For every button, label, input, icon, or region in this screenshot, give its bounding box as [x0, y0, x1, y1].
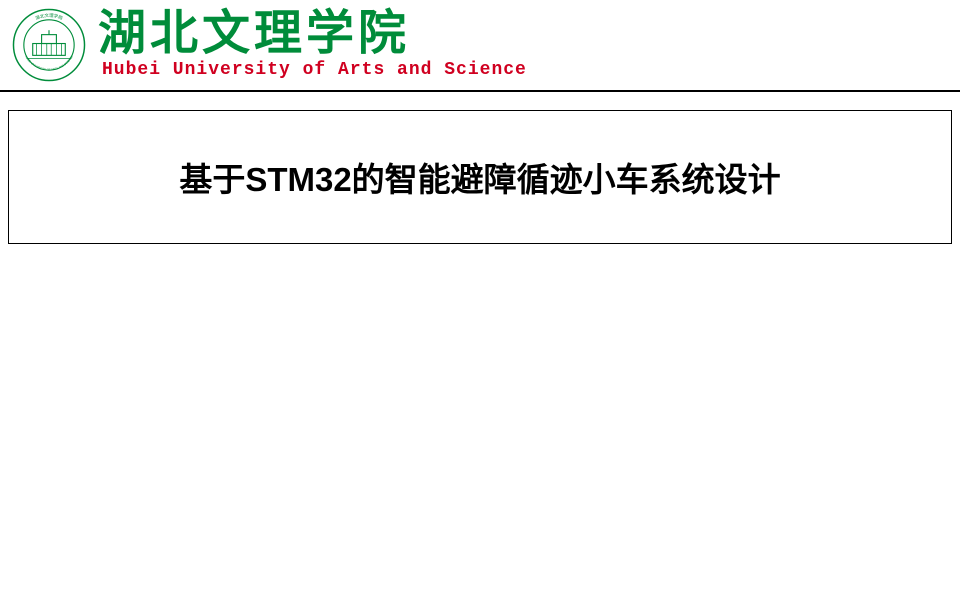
- university-name-block: 湖北文理学院 Hubei University of Arts and Scie…: [98, 10, 527, 80]
- university-cn-name: 湖北文理学院: [98, 10, 527, 58]
- university-logo: 湖北文理学院 HUBEI UNIVERSITY OF ARTS AND SCIE…: [12, 8, 86, 82]
- title-box: 基于STM32的智能避障循迹小车系统设计: [8, 110, 952, 244]
- header: 湖北文理学院 HUBEI UNIVERSITY OF ARTS AND SCIE…: [0, 0, 960, 86]
- slide-title: 基于STM32的智能避障循迹小车系统设计: [29, 153, 931, 201]
- svg-text:湖北文理学院: 湖北文理学院: [34, 12, 64, 22]
- university-en-name: Hubei University of Arts and Science: [102, 60, 527, 80]
- header-divider: [0, 90, 960, 92]
- svg-text:HUBEI UNIVERSITY OF ARTS AND S: HUBEI UNIVERSITY OF ARTS AND SCIENCE: [24, 54, 74, 71]
